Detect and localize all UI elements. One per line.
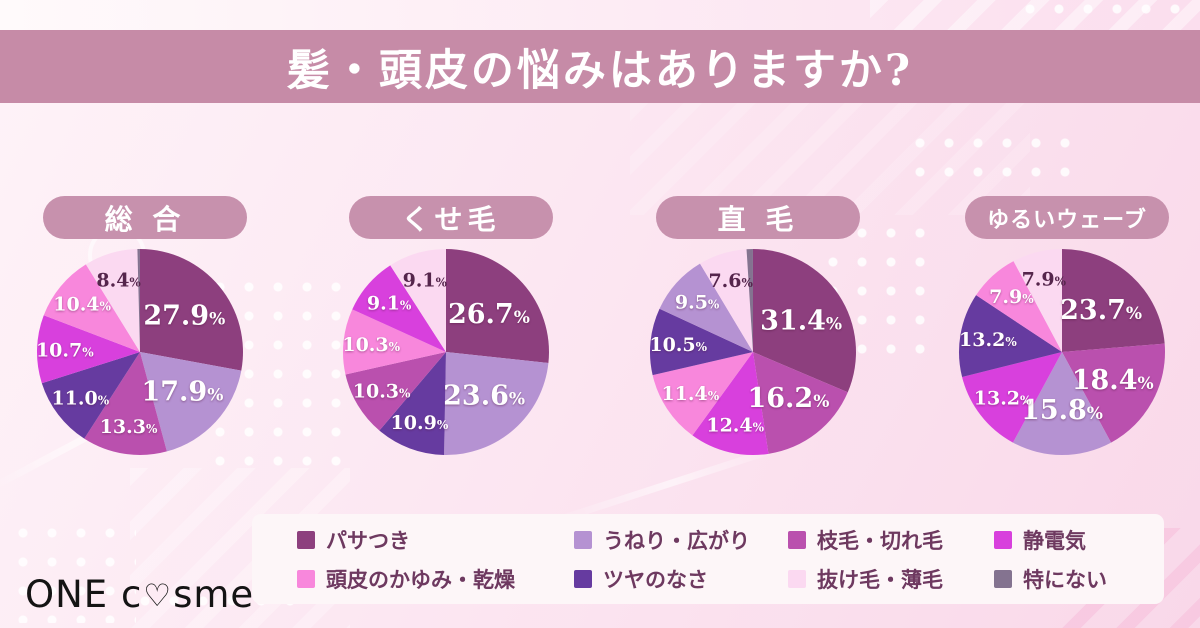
pie-chart-kusege: 26.7%23.6%10.9%10.3%10.3%9.1%9.1% — [342, 249, 549, 455]
pie-chart-overall: 27.9%17.9%13.3%11.0%10.7%10.4%8.4% — [36, 248, 243, 455]
slice-value-label: 7.9% — [989, 286, 1034, 308]
pie-slice — [390, 249, 446, 352]
legend-item: うねり・広がり — [574, 525, 788, 555]
legend-label: 静電気 — [1023, 528, 1086, 553]
chart-title-pill-yurui-wave: ゆるいウェーブ — [965, 196, 1169, 239]
pie-wrap: 31.4% 16.2% 12.4% 11.4% 10.5% 9.5% 7.6% — [648, 247, 868, 457]
pie-slice — [43, 264, 140, 352]
pie-slice — [1012, 352, 1112, 455]
slice-value-label: 10.9% — [391, 412, 449, 434]
slice-value-label: 10.3% — [342, 334, 400, 356]
slice-value-label: 9.5% — [675, 291, 720, 313]
pie-wrap: 23.7% 18.4% 15.8% 13.2% 13.2% 7.9% 7.9% — [957, 247, 1177, 457]
logo-text: sme — [173, 573, 255, 616]
pie-slice — [36, 315, 140, 384]
slice-value-label: 13.2% — [959, 329, 1017, 351]
pie-slice — [342, 309, 446, 375]
pie-slice — [137, 248, 140, 352]
pie-slice — [700, 249, 753, 352]
header-banner: 髪・頭皮の悩みはありますか? — [0, 30, 1200, 103]
legend-swatch-icon — [297, 530, 315, 549]
pie-slice — [753, 352, 848, 454]
pie-chart-chokumo: 31.4%16.2%12.4%11.4%10.5%9.5%7.6% — [649, 249, 856, 455]
pie-slice — [659, 263, 753, 352]
heart-icon: ♡ — [143, 577, 173, 614]
slice-value-label: 11.4% — [661, 383, 719, 405]
slice-value-label: 10.5% — [649, 334, 707, 356]
legend-item: 抜け毛・薄毛 — [788, 564, 994, 594]
chart-group-yurui-wave: ゆるいウェーブ 23.7% 18.4% 15.8% 13.2% 13.2% 7.9% 7.9… — [957, 196, 1177, 457]
legend-label: うねり・広がり — [603, 528, 750, 553]
legend: パサつき うねり・広がり 枝毛・切れ毛 静電気 頭皮のかゆみ・乾燥 ツヤのなさ … — [252, 514, 1164, 604]
legend-swatch-icon — [994, 530, 1012, 549]
stripes-pattern — [870, 0, 1200, 30]
pie-slice — [1013, 249, 1062, 352]
slice-value-label: 13.2% — [974, 388, 1032, 410]
slice-value-label: 10.4% — [53, 294, 111, 316]
legend-swatch-icon — [788, 530, 806, 549]
pie-slice — [446, 249, 549, 363]
pie-slice — [652, 352, 753, 436]
legend-item: ツヤのなさ — [574, 564, 788, 594]
pie-slice — [649, 308, 753, 376]
chart-group-kusege: くせ毛 26.7% 23.6% 10.9% 10.3% 10.3% 9.1% 9.1% — [341, 196, 561, 457]
top-strip — [0, 0, 1200, 30]
slice-value-label: 10.3% — [353, 381, 411, 403]
legend-item: 特にない — [994, 564, 1146, 594]
slice-value-label: 7.9% — [1022, 269, 1067, 291]
pie-slice — [692, 352, 769, 455]
legend-swatch-icon — [788, 569, 806, 588]
pie-slice — [379, 352, 446, 455]
chart-title-pill-chokumo: 直 毛 — [656, 196, 860, 239]
legend-label: 特にない — [1023, 567, 1107, 592]
one-cosme-logo: ONE c ♡ sme — [25, 573, 254, 616]
chart-group-overall: 総 合 27.9% 17.9% 13.3% 11.0% 10.7% 10.4% 8.4% — [35, 196, 255, 457]
chart-title-pill-overall: 総 合 — [43, 196, 247, 239]
pie-slice — [85, 249, 140, 352]
legend-label: 枝毛・切れ毛 — [817, 528, 943, 553]
pie-slice — [444, 352, 549, 455]
legend-label: 頭皮のかゆみ・乾燥 — [326, 567, 515, 592]
page-title: 髪・頭皮の悩みはありますか? — [286, 45, 914, 96]
legend-swatch-icon — [574, 569, 592, 588]
chart-title-pill-kusege: くせ毛 — [349, 196, 553, 239]
pie-slice — [345, 352, 446, 431]
pie-slice — [1062, 249, 1165, 352]
legend-label: 抜け毛・薄毛 — [817, 567, 943, 592]
pie-wrap: 26.7% 23.6% 10.9% 10.3% 10.3% 9.1% 9.1% — [341, 247, 561, 457]
dots-pattern — [1025, 4, 1195, 28]
legend-swatch-icon — [574, 530, 592, 549]
logo-text: ONE c — [25, 573, 143, 616]
slice-value-label: 10.7% — [36, 340, 94, 362]
legend-label: パサつき — [326, 528, 410, 553]
legend-item: 頭皮のかゆみ・乾燥 — [297, 564, 574, 594]
pie-slice — [959, 295, 1062, 377]
slice-value-label: 9.1% — [403, 270, 448, 292]
legend-item: 静電気 — [994, 525, 1146, 555]
pie-wrap: 27.9% 17.9% 13.3% 11.0% 10.7% 10.4% 8.4% — [35, 247, 255, 457]
pie-slice — [976, 261, 1062, 352]
legend-item: パサつき — [297, 525, 574, 555]
chart-group-chokumo: 直 毛 31.4% 16.2% 12.4% 11.4% 10.5% 9.5% 7.6% — [648, 196, 868, 457]
dots-pattern — [915, 138, 1070, 183]
pie-slice — [962, 352, 1062, 443]
slice-value-label: 9.1% — [367, 293, 412, 315]
legend-item: 枝毛・切れ毛 — [788, 525, 994, 555]
pie-chart-yurui-wave: 23.7%18.4%15.8%13.2%13.2%7.9%7.9% — [959, 249, 1166, 455]
slice-value-label: 12.4% — [706, 415, 764, 437]
legend-swatch-icon — [994, 569, 1012, 588]
legend-label: ツヤのなさ — [603, 567, 708, 592]
slice-value-label: 7.6% — [708, 270, 753, 292]
pie-slice — [1062, 343, 1166, 443]
pie-slice — [746, 249, 753, 352]
pie-slice — [352, 265, 446, 352]
legend-swatch-icon — [297, 569, 315, 588]
